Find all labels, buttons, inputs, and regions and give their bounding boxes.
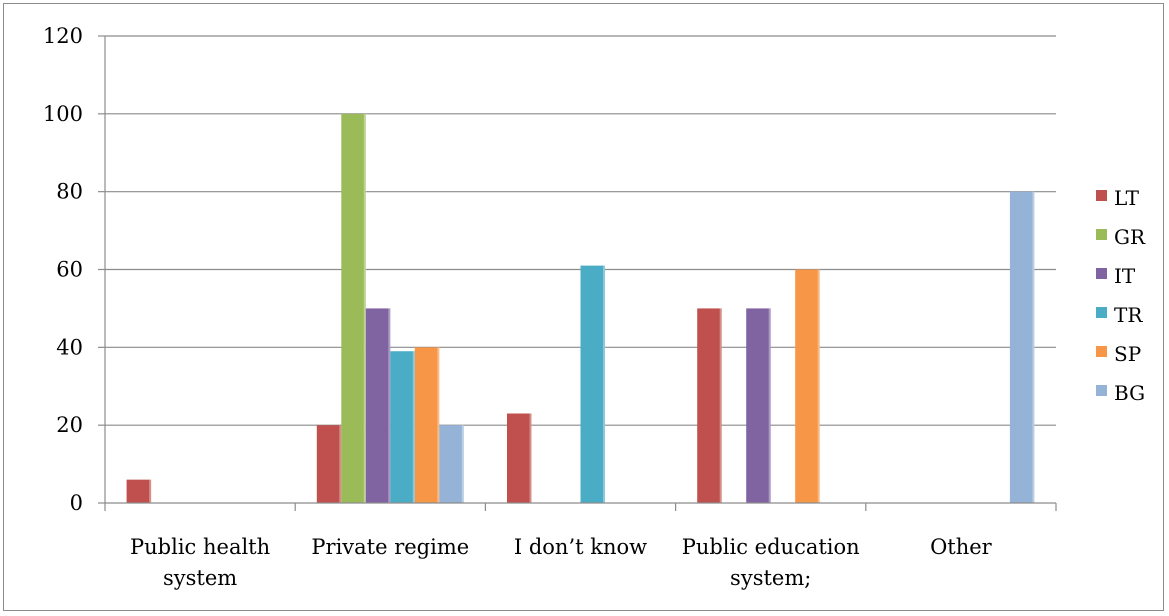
bar-edge-highlight (1032, 191, 1035, 503)
bar-tr (580, 265, 605, 503)
gridlines (105, 35, 1056, 426)
bar-bg (439, 425, 464, 503)
y-tick-label: 40 (56, 335, 83, 359)
bar-edge-highlight (719, 308, 722, 503)
legend-label-it: IT (1114, 264, 1136, 288)
legend-label-bg: BG (1114, 381, 1145, 405)
bar-lt (126, 479, 152, 503)
legend-swatch-sp (1096, 346, 1107, 357)
bar-edge-highlight (603, 265, 605, 503)
x-category-label: system; (730, 566, 811, 590)
bar-lt (316, 425, 342, 503)
bar-lt (507, 413, 532, 503)
bar-sp (414, 347, 440, 503)
y-tick-label: 80 (56, 180, 83, 204)
legend-swatch-it (1096, 268, 1107, 279)
bar-edge-highlight (437, 347, 440, 503)
x-category-label: system (163, 566, 237, 590)
legend-label-lt: LT (1114, 186, 1140, 210)
bar-it (746, 308, 771, 503)
legend: LT GR IT TR SP BG (1096, 186, 1146, 405)
y-tick-label: 0 (70, 491, 83, 515)
y-tick-label: 60 (56, 258, 83, 282)
bar-edge-highlight (461, 425, 464, 503)
bar-edge-highlight (363, 113, 366, 503)
legend-swatch-lt (1096, 190, 1107, 201)
x-category-label: Private regime (311, 535, 469, 559)
legend-label-sp: SP (1114, 342, 1141, 366)
bar-tr (390, 351, 415, 503)
y-tick-label: 20 (56, 413, 83, 437)
x-category-label: Public health (130, 535, 270, 559)
y-tick-label: 120 (43, 24, 83, 48)
bar-it (365, 308, 391, 503)
y-tick-label: 100 (43, 102, 83, 126)
legend-label-tr: TR (1114, 303, 1143, 327)
bar-edge-highlight (817, 269, 820, 503)
bar-bg (1009, 191, 1035, 503)
legend-swatch-gr (1096, 229, 1107, 240)
bar-edge-highlight (412, 351, 415, 503)
bar-edge-highlight (388, 308, 391, 503)
legend-label-gr: GR (1114, 225, 1146, 249)
bar-edge-highlight (339, 425, 342, 503)
bar-sp (795, 269, 820, 503)
x-category-label: Public education (682, 535, 860, 559)
x-category-label: Other (930, 535, 993, 559)
bar-lt (697, 308, 722, 503)
bars (126, 113, 1035, 503)
axes (98, 35, 1057, 511)
legend-swatch-tr (1096, 307, 1107, 318)
bar-edge-highlight (768, 308, 771, 503)
x-category-label: I don’t know (514, 535, 647, 559)
bar-gr (341, 113, 366, 503)
bar-edge-highlight (529, 413, 532, 503)
y-tick-labels: 0 20 40 60 80 100 120 (43, 24, 83, 515)
x-category-labels: Public health system Private regime I don’t… (130, 535, 993, 590)
bar-edge-highlight (149, 479, 152, 503)
legend-swatch-bg (1096, 385, 1107, 396)
